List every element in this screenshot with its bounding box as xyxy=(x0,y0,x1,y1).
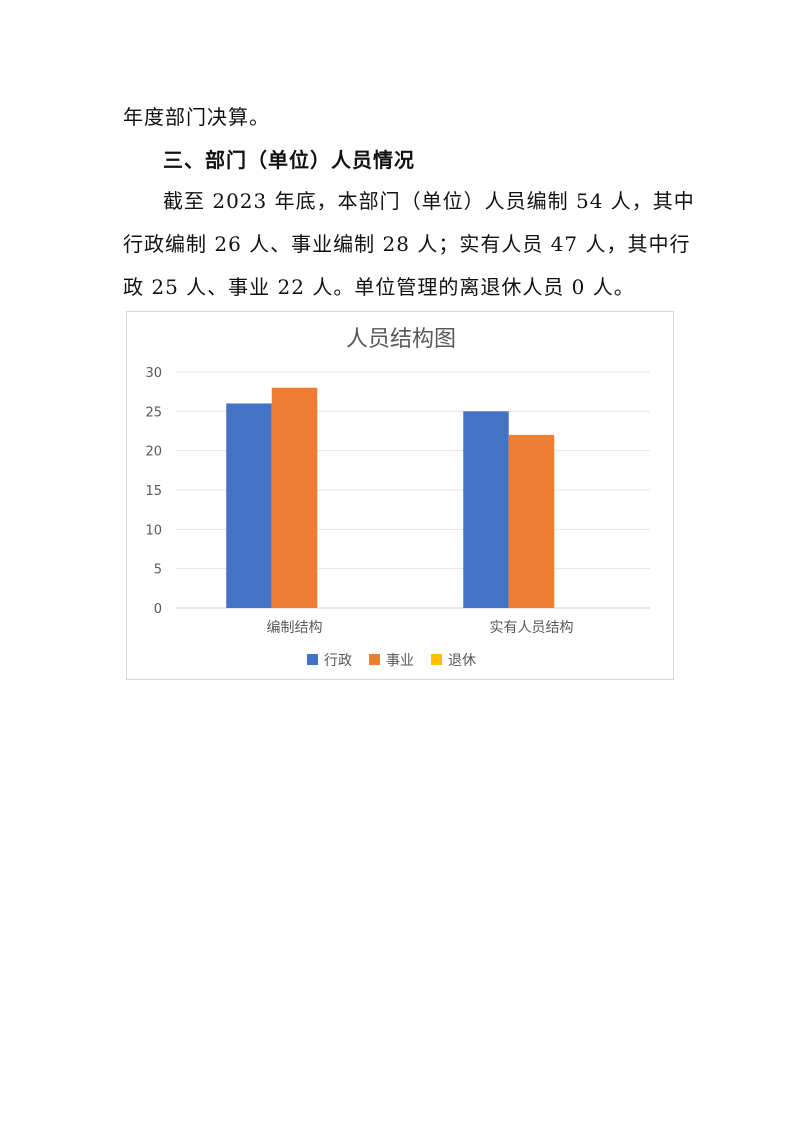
x-tick-label: 实有人员结构 xyxy=(490,620,574,636)
legend-swatch xyxy=(307,654,318,665)
legend-label: 退休 xyxy=(448,653,476,669)
paragraph-line: 政 25 人、事业 22 人。单位管理的离退休人员 0 人。 xyxy=(123,275,635,299)
legend-swatch xyxy=(369,654,380,665)
legend-swatch xyxy=(431,654,442,665)
section-heading: 三、部门（单位）人员情况 xyxy=(163,148,415,172)
legend-label: 事业 xyxy=(386,653,414,669)
y-tick-label: 20 xyxy=(145,445,162,460)
paragraph-line: 截至 2023 年底，本部门（单位）人员编制 54 人，其中 xyxy=(163,189,695,213)
y-tick-label: 15 xyxy=(145,484,162,499)
y-tick-label: 10 xyxy=(145,523,162,538)
y-tick-label: 30 xyxy=(145,366,162,381)
chart-title: 人员结构图 xyxy=(346,327,456,352)
y-tick-label: 25 xyxy=(145,405,162,420)
legend-label: 行政 xyxy=(324,653,352,669)
paragraph-line: 行政编制 26 人、事业编制 28 人；实有人员 47 人，其中行 xyxy=(123,232,691,256)
bar-行政 xyxy=(463,411,509,608)
paragraph-line: 年度部门决算。 xyxy=(123,105,270,129)
y-tick-label: 5 xyxy=(154,563,162,578)
x-tick-label: 编制结构 xyxy=(267,620,323,636)
bar-行政 xyxy=(226,403,272,608)
bar-事业 xyxy=(271,387,318,608)
y-tick-label: 0 xyxy=(154,602,162,617)
chart-container: 人员结构图 0 5 10 15 20 25 30 编制结构 实有人员结构行政 事业 退休 xyxy=(126,311,674,680)
bar-事业 xyxy=(508,434,555,608)
